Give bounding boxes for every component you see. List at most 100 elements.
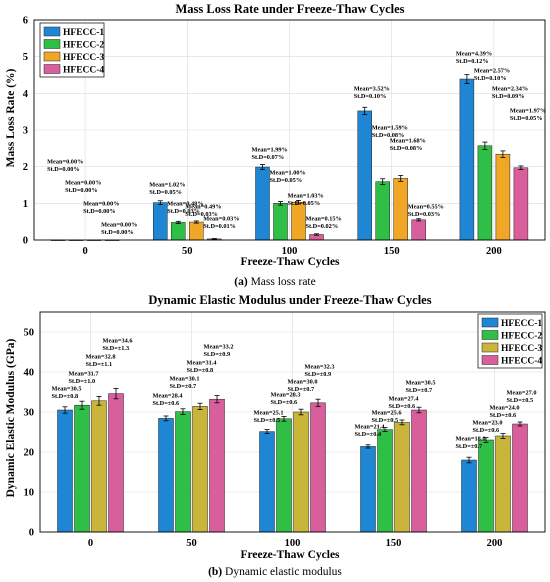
data-label: St.D=±0.7: [456, 443, 483, 450]
data-label: Mean=0.55%: [408, 204, 444, 211]
bar: [393, 178, 408, 241]
chart-b-ylabel: Dynamic Elastic Modulus (GPa): [5, 338, 17, 497]
data-label: St.D=0.00%: [65, 187, 98, 194]
data-label: Mean=3.52%: [354, 86, 390, 93]
y-tick-label: 30: [24, 408, 35, 419]
bar: [411, 219, 426, 241]
legend-label: HFECC-4: [501, 357, 542, 367]
data-label: St.D=0.03%: [408, 211, 441, 218]
data-label: Mean=32.8: [86, 354, 116, 361]
data-label: St.D=±0.9: [305, 371, 332, 378]
data-label: Mean=27.4: [389, 396, 420, 403]
chart-a-ylabel: Mass Loss Rate (%): [5, 68, 17, 167]
legend-swatch: [481, 317, 499, 328]
bar: [158, 418, 174, 533]
x-tick-label: 200: [487, 538, 503, 549]
x-tick-label: 0: [88, 538, 93, 549]
data-label: Mean=0.00%: [47, 159, 83, 166]
legend-swatch: [43, 26, 61, 37]
data-label: St.D=±0.7: [406, 387, 433, 394]
data-label: Mean=0.48%: [167, 201, 203, 208]
data-label: St.D=0.10%: [354, 93, 387, 100]
data-label: St.D=0.01%: [203, 223, 236, 230]
data-label: Mean=1.68%: [390, 138, 426, 145]
bar: [171, 222, 186, 241]
y-tick-label: 0: [29, 528, 34, 539]
data-label: St.D=±0.6: [389, 403, 416, 410]
chart-b-caption: (b) Dynamic elastic modulus: [208, 566, 342, 578]
legend-swatch: [43, 51, 61, 62]
data-label: St.D=±1.3: [103, 345, 130, 352]
data-label: Mean=1.59%: [372, 125, 408, 132]
bar: [209, 398, 225, 533]
data-label: Mean=30.1: [170, 376, 200, 383]
y-tick-label: 0: [23, 236, 28, 247]
legend-label: HFECC-3: [63, 53, 104, 63]
chart-a-annotations: Mean=0.00%St.D=0.00%Mean=1.02%St.D=0.05%…: [47, 51, 546, 237]
legend-label: HFECC-2: [63, 41, 104, 51]
bar: [293, 411, 309, 533]
chart-b-grid: [40, 312, 545, 532]
data-label: St.D=0.05%: [288, 200, 321, 207]
bar: [495, 435, 511, 533]
bar: [394, 422, 410, 533]
data-label: St.D=±0.5: [254, 417, 281, 424]
data-label: Mean=0.49%: [185, 204, 221, 211]
data-label: Mean=2.57%: [474, 68, 510, 75]
data-label: St.D=0.02%: [306, 223, 339, 230]
x-tick-label: 150: [384, 246, 400, 257]
mass-loss-chart: Mass Loss Rate under Freeze-Thaw Cycles …: [5, 2, 546, 288]
data-label: Mean=27.0: [507, 390, 537, 397]
chart-a-xlabel: Freeze-Thaw Cycles: [240, 256, 340, 268]
data-label: Mean=33.2: [204, 344, 234, 351]
data-label: Mean=31.7: [69, 371, 99, 378]
chart-b-legend: HFECC-1 HFECC-2 HFECC-3 HFECC-4: [477, 313, 542, 369]
x-tick-label: 50: [186, 538, 197, 549]
bar: [189, 221, 204, 241]
data-label: Mean=30.5: [52, 386, 82, 393]
data-label: St.D=±0.9: [204, 351, 231, 358]
bar: [108, 393, 124, 533]
data-label: Mean=0.00%: [83, 201, 119, 208]
data-label: Mean=1.97%: [510, 108, 546, 115]
data-label: St.D=±0.6: [490, 412, 517, 419]
bar: [255, 166, 270, 241]
bar: [91, 400, 107, 533]
chart-b-caption-text: Dynamic elastic modulus: [222, 566, 342, 578]
data-label: St.D=0.07%: [252, 154, 285, 161]
data-label: St.D=±0.7: [170, 383, 197, 390]
y-tick-label: 6: [23, 16, 28, 27]
data-label: Mean=1.02%: [149, 182, 185, 189]
data-label: St.D=±0.5: [372, 417, 399, 424]
data-label: St.D=±0.6: [473, 427, 500, 434]
data-label: St.D=0.08%: [372, 132, 405, 139]
bar: [477, 145, 493, 241]
data-label: Mean=2.34%: [492, 86, 528, 93]
legend-label: HFECC-1: [501, 319, 542, 329]
data-label: Mean=25.6: [372, 410, 402, 417]
data-label: St.D=±0.6: [153, 400, 180, 407]
data-label: Mean=28.3: [271, 392, 301, 399]
data-label: Mean=25.1: [254, 410, 284, 417]
chart-b-annotations: Mean=30.5St.D=±0.8 Mean=28.4St.D=±0.6Mean…: [52, 338, 537, 451]
bar: [192, 406, 208, 533]
x-tick-label: 0: [82, 246, 87, 257]
legend-label: HFECC-4: [63, 66, 104, 76]
data-label: Mean=30.0: [288, 379, 318, 386]
chart-a-caption-text: Mass loss rate: [248, 276, 316, 288]
chart-b-plot-frame: [39, 311, 546, 533]
data-label: St.D=±0.8: [52, 393, 79, 400]
data-label: Mean=34.6: [103, 338, 133, 345]
chart-b-bars: [57, 387, 528, 533]
legend-swatch: [481, 355, 499, 365]
x-tick-label: 100: [285, 538, 301, 549]
data-label: St.D=±0.5: [507, 397, 534, 404]
data-label: Mean=24.0: [490, 405, 520, 412]
data-label: St.D=0.10%: [474, 75, 507, 82]
chart-a-caption-letter: (a): [234, 276, 248, 288]
chart-b-xlabel: Freeze-Thaw Cycles: [240, 549, 340, 561]
chart-a-title: Mass Loss Rate under Freeze-Thaw Cycles: [175, 2, 404, 16]
data-label: St.D=0.05%: [149, 189, 182, 196]
data-label: St.D=0.00%: [47, 166, 80, 173]
data-label: St.D=0.03%: [185, 211, 218, 218]
